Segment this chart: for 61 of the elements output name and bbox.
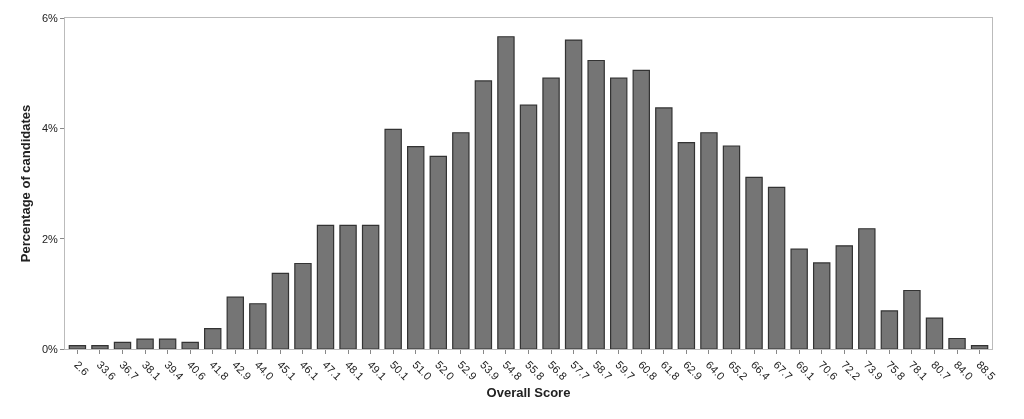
y-tick-label: 0% — [41, 342, 59, 355]
y-tick-label: 4% — [41, 122, 59, 135]
bar — [677, 142, 696, 349]
bar — [767, 186, 786, 349]
bar — [700, 132, 718, 349]
bar — [655, 107, 673, 349]
bar — [542, 77, 560, 349]
bar — [339, 224, 357, 349]
y-axis-title: Percentage of candidates — [17, 104, 33, 263]
bar — [226, 296, 245, 349]
bar — [361, 224, 380, 349]
bar — [632, 69, 650, 349]
x-axis-title: Overall Score — [486, 384, 571, 400]
x-tick-label: 2.6 — [72, 358, 92, 378]
x-tick-label: 44.0 — [252, 358, 277, 383]
x-tick-label: 46.1 — [297, 358, 322, 383]
x-tick-label: 40.6 — [184, 358, 209, 383]
bar — [316, 224, 335, 349]
bar — [497, 36, 515, 349]
bar — [407, 145, 425, 349]
x-tick-label: 36.7 — [117, 358, 141, 383]
x-tick-label: 80.7 — [929, 358, 953, 383]
bar — [429, 155, 447, 349]
x-tick-label: 58.7 — [590, 358, 615, 383]
bar — [812, 262, 831, 349]
bar — [519, 104, 538, 349]
bar — [925, 317, 944, 349]
bar — [204, 327, 222, 349]
bar — [745, 176, 763, 349]
bar — [452, 132, 470, 349]
bar — [249, 303, 267, 349]
bar — [158, 338, 177, 349]
bar — [948, 337, 966, 349]
bar — [903, 289, 921, 349]
x-tick-label: 59.7 — [613, 358, 638, 383]
bar — [68, 345, 87, 349]
bar — [294, 262, 312, 349]
bar — [474, 80, 493, 349]
x-tick-label: 42.9 — [229, 358, 254, 383]
bar — [587, 59, 605, 349]
bar — [970, 345, 989, 349]
bar — [91, 345, 109, 349]
bar — [880, 310, 899, 349]
bar — [136, 338, 154, 349]
bar — [722, 145, 741, 349]
x-tick-label: 48.1 — [342, 358, 367, 383]
y-tick-label: 2% — [41, 232, 59, 245]
x-tick-label: 67.7 — [771, 358, 795, 383]
bar — [271, 272, 290, 349]
bar — [835, 245, 853, 349]
y-tick-label: 6% — [41, 11, 59, 24]
x-tick-label: 57.7 — [568, 358, 592, 383]
bar — [610, 77, 628, 349]
bar — [113, 341, 132, 349]
bar — [181, 341, 199, 349]
x-tick-label: 45.1 — [275, 358, 299, 383]
x-tick-label: 41.8 — [207, 358, 232, 383]
bar — [564, 39, 583, 349]
bar — [858, 228, 876, 349]
bar — [384, 128, 402, 349]
bar — [790, 248, 808, 349]
